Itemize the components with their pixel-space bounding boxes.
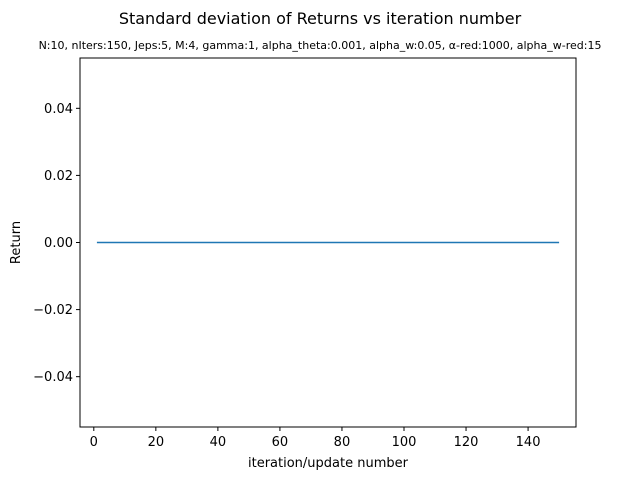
- y-tick-label: −0.02: [33, 303, 73, 318]
- x-tick-label: 0: [90, 435, 98, 450]
- y-axis: −0.04 −0.02 0.00 0.02 0.04: [33, 102, 80, 385]
- y-tick-label: 0.00: [44, 236, 73, 251]
- x-tick-label: 80: [334, 435, 351, 450]
- x-tick-label: 40: [210, 435, 227, 450]
- y-axis-label: Return: [9, 221, 24, 264]
- y-tick-label: −0.04: [33, 370, 73, 385]
- x-axis-label: iteration/update number: [248, 456, 409, 471]
- chart-subtitle: N:10, nIters:150, Jeps:5, M:4, gamma:1, …: [39, 39, 602, 52]
- x-tick-label: 60: [272, 435, 289, 450]
- x-tick-label: 100: [392, 435, 417, 450]
- x-axis: 0 20 40 60 80 100 120 140: [90, 427, 541, 450]
- y-tick-label: 0.04: [44, 102, 73, 117]
- y-tick-label: 0.02: [44, 169, 73, 184]
- x-tick-label: 140: [516, 435, 541, 450]
- x-tick-label: 120: [454, 435, 479, 450]
- plot-frame: [79, 57, 577, 428]
- x-tick-label: 20: [148, 435, 165, 450]
- chart-title: Standard deviation of Returns vs iterati…: [119, 9, 522, 28]
